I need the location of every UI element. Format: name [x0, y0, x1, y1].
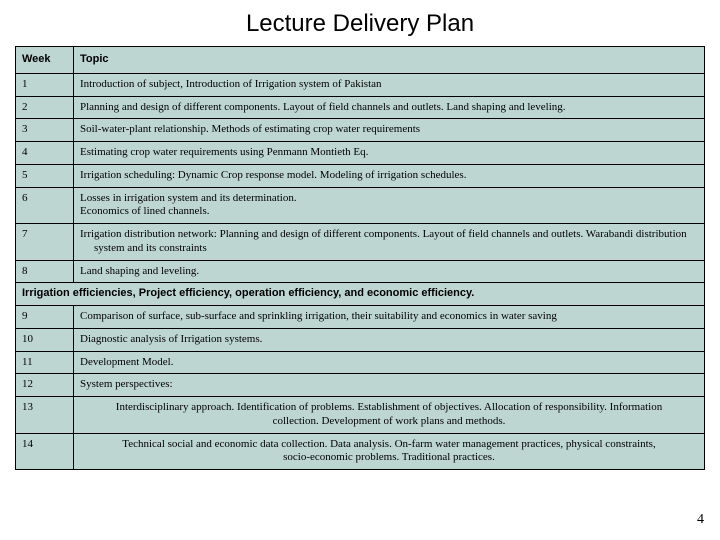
week-cell: 4 [16, 142, 74, 165]
table-row: 10Diagnostic analysis of Irrigation syst… [16, 328, 705, 351]
topic-cell: System perspectives: [74, 374, 705, 397]
topic-cell: Technical social and economic data colle… [74, 433, 705, 470]
page-title: Lecture Delivery Plan [0, 0, 720, 46]
table-row: 13Interdisciplinary approach. Identifica… [16, 397, 705, 434]
topic-cell: Estimating crop water requirements using… [74, 142, 705, 165]
week-cell: 14 [16, 433, 74, 470]
table-row: 11Development Model. [16, 351, 705, 374]
topic-cell: Soil-water-plant relationship. Methods o… [74, 119, 705, 142]
table-row: 14Technical social and economic data col… [16, 433, 705, 470]
col-header-week: Week [16, 47, 74, 74]
col-header-topic: Topic [74, 47, 705, 74]
table-header-row: Week Topic [16, 47, 705, 74]
table-row: 2Planning and design of different compon… [16, 96, 705, 119]
week-cell: 10 [16, 328, 74, 351]
page-number: 4 [697, 512, 704, 528]
table-row: Irrigation efficiencies, Project efficie… [16, 283, 705, 306]
week-cell: 12 [16, 374, 74, 397]
week-cell: 1 [16, 73, 74, 96]
topic-cell: Interdisciplinary approach. Identificati… [74, 397, 705, 434]
topic-cell: Land shaping and leveling. [74, 260, 705, 283]
table-row: 12System perspectives: [16, 374, 705, 397]
topic-cell: Comparison of surface, sub-surface and s… [74, 306, 705, 329]
table-row: 9Comparison of surface, sub-surface and … [16, 306, 705, 329]
topic-cell: Diagnostic analysis of Irrigation system… [74, 328, 705, 351]
lecture-plan-table: Week Topic 1Introduction of subject, Int… [15, 46, 705, 470]
table-row: 7Irrigation distribution network: Planni… [16, 224, 705, 261]
topic-cell: Planning and design of different compone… [74, 96, 705, 119]
topic-cell: Losses in irrigation system and its dete… [74, 187, 705, 224]
week-cell: 6 [16, 187, 74, 224]
topic-cell: Irrigation scheduling: Dynamic Crop resp… [74, 164, 705, 187]
table-row: 6Losses in irrigation system and its det… [16, 187, 705, 224]
week-cell: 5 [16, 164, 74, 187]
spanner-cell: Irrigation efficiencies, Project efficie… [16, 283, 705, 306]
table-row: 4Estimating crop water requirements usin… [16, 142, 705, 165]
topic-cell: Development Model. [74, 351, 705, 374]
table-row: 1Introduction of subject, Introduction o… [16, 73, 705, 96]
table-row: 5Irrigation scheduling: Dynamic Crop res… [16, 164, 705, 187]
week-cell: 11 [16, 351, 74, 374]
table-row: 8Land shaping and leveling. [16, 260, 705, 283]
topic-cell: Irrigation distribution network: Plannin… [74, 224, 705, 261]
topic-cell: Introduction of subject, Introduction of… [74, 73, 705, 96]
week-cell: 8 [16, 260, 74, 283]
week-cell: 7 [16, 224, 74, 261]
week-cell: 3 [16, 119, 74, 142]
week-cell: 9 [16, 306, 74, 329]
week-cell: 13 [16, 397, 74, 434]
table-row: 3Soil-water-plant relationship. Methods … [16, 119, 705, 142]
week-cell: 2 [16, 96, 74, 119]
